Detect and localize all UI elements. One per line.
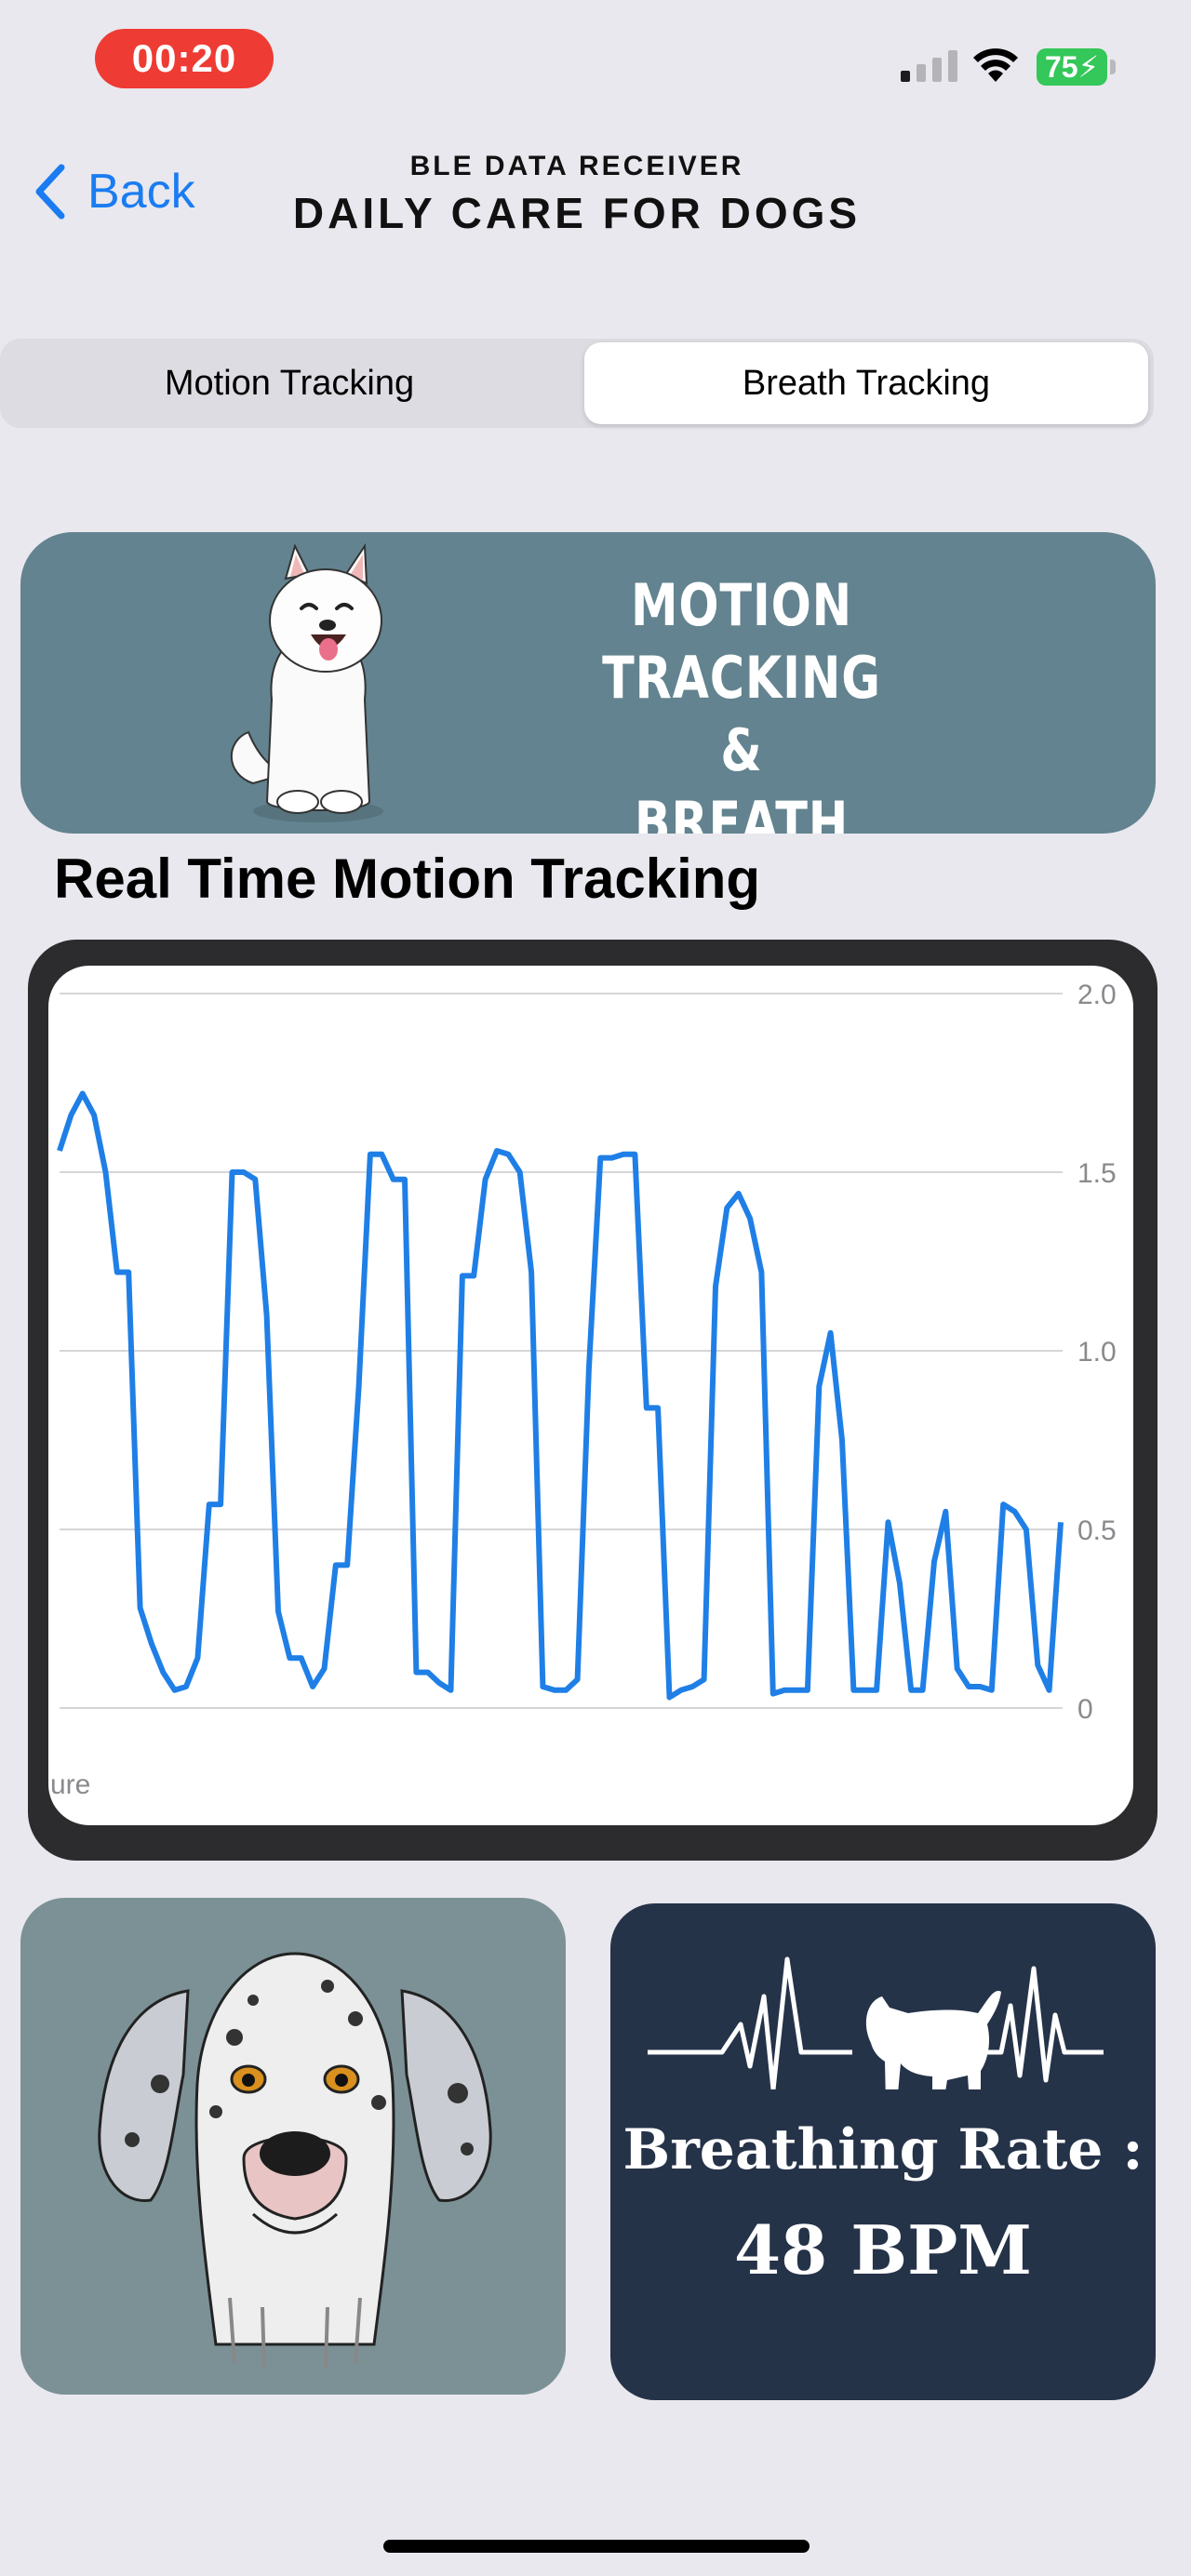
breathing-rate-value: 48 BPM xyxy=(734,2210,1032,2289)
status-time[interactable]: 00:20 xyxy=(95,29,274,88)
segment-motion-tracking[interactable]: Motion Tracking xyxy=(164,363,415,403)
motion-chart-plot[interactable]: 0 0.5 1.0 1.5 2.0 ure xyxy=(48,966,1133,1825)
back-button[interactable]: Back xyxy=(33,158,195,225)
y-tick-label: 0 xyxy=(1077,1694,1093,1725)
motion-chart-card: 0 0.5 1.0 1.5 2.0 ure xyxy=(28,940,1158,1861)
motion-series-line xyxy=(57,1090,1064,1701)
section-title: Real Time Motion Tracking xyxy=(54,848,761,910)
battery-nub xyxy=(1110,60,1116,74)
segment-breath-tracking[interactable]: Breath Tracking xyxy=(584,342,1148,424)
great-dane-illustration xyxy=(98,1952,492,2369)
heartbeat-dog-icon xyxy=(648,1956,1104,2103)
breathing-rate-label: Breathing Rate : xyxy=(622,2117,1144,2182)
samoyed-dog-illustration xyxy=(230,542,383,822)
motion-line-chart: 0 0.5 1.0 1.5 2.0 ure xyxy=(50,980,1117,1800)
y-tick-label: 0.5 xyxy=(1077,1515,1117,1546)
tracking-banner: MOTION TRACKING & BREATH TRACKING xyxy=(20,532,1156,834)
battery-level: 75 xyxy=(1044,49,1078,84)
chevron-left-icon xyxy=(35,164,65,220)
y-tick-label: 2.0 xyxy=(1077,980,1117,1010)
nav-title: DAILY CARE FOR DOGS xyxy=(292,189,862,237)
nav-subtitle: BLE DATA RECEIVER xyxy=(409,151,744,181)
tracking-segmented-control: Motion Tracking Breath Tracking xyxy=(0,339,1154,428)
x-axis-label: ure xyxy=(50,1769,90,1800)
wifi-icon xyxy=(973,48,1018,82)
banner-line-3: BREATH TRACKING xyxy=(634,789,850,834)
great-dane-card xyxy=(20,1898,566,2395)
cellular-signal-icon xyxy=(901,50,957,82)
y-tick-label: 1.5 xyxy=(1077,1158,1117,1189)
back-label: Back xyxy=(87,165,195,219)
banner-line-2: & xyxy=(720,716,763,784)
battery-icon: 75 ⚡ xyxy=(1037,48,1107,86)
banner-text: MOTION TRACKING & BREATH TRACKING xyxy=(532,569,952,834)
y-tick-label: 1.0 xyxy=(1077,1337,1117,1368)
banner-line-1: MOTION TRACKING xyxy=(602,571,881,712)
breathing-rate-card: Breathing Rate : 48 BPM xyxy=(610,1903,1156,2400)
home-indicator[interactable] xyxy=(383,2540,810,2553)
